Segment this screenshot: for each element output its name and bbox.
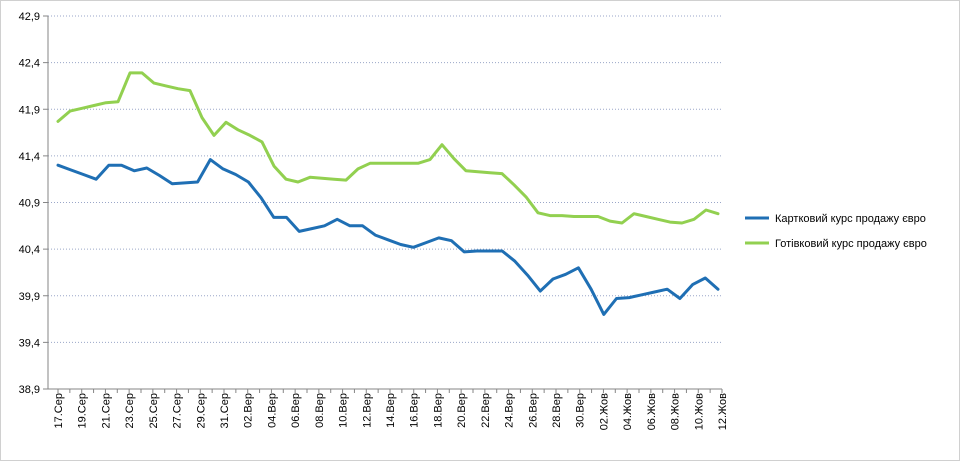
y-tick-label: 38,9 [19, 384, 40, 396]
x-tick-label: 18.Вер [432, 393, 444, 428]
x-tick-label: 02.Вер [243, 393, 255, 428]
x-tick-label: 12.Вер [361, 393, 373, 428]
x-tick-label: 08.Вер [314, 393, 326, 428]
gridlines [48, 15, 722, 343]
legend-label: Готівковий курс продажу євро [775, 238, 927, 250]
x-tick-label: 26.Вер [527, 393, 539, 428]
series-line-1 [56, 158, 720, 316]
y-tick-label: 39,4 [19, 337, 40, 349]
legend-label: Картковий курс продажу євро [775, 213, 926, 225]
x-tick-label: 06.Жов [646, 393, 658, 430]
y-tick-label: 41,9 [19, 104, 40, 116]
x-tick-label: 04.Жов [622, 393, 634, 430]
y-tick-label: 40,9 [19, 198, 40, 210]
x-tick-label: 25.Сер [148, 393, 160, 428]
y-tick-label: 41,4 [19, 151, 40, 163]
x-tick-label: 30.Вер [575, 393, 587, 428]
x-tick-label: 22.Вер [480, 393, 492, 428]
x-tick-label: 04.Вер [266, 393, 278, 428]
y-tick-label: 40,4 [19, 244, 40, 256]
x-tick-label: 27.Сер [172, 393, 184, 428]
series-line-2 [56, 71, 720, 225]
y-tick-label: 42,9 [19, 11, 40, 23]
x-tick-label: 12.Жов [717, 393, 729, 430]
legend: Картковий курс продажу євро Готівковий ку… [745, 213, 927, 250]
x-tick-label: 10.Вер [338, 393, 350, 428]
series-lines [56, 71, 720, 316]
y-tick-label: 42,4 [19, 58, 40, 70]
x-tick-label: 02.Жов [598, 393, 610, 430]
x-tick-label: 06.Вер [290, 393, 302, 428]
x-tick-label: 17.Сер [53, 393, 65, 428]
y-tick-label: 39,9 [19, 291, 40, 303]
x-tick-label: 23.Сер [124, 393, 136, 428]
x-tick-label: 14.Вер [385, 393, 397, 428]
y-axis-ticks: 38,9 39,4 39,9 40,4 40,9 41,4 41,9 42,4 42,9 [19, 11, 48, 396]
x-axis-ticks: 17.Сер 19.Сер 21.Сер 23.Сер 25.Сер 27.Сер 29.С… [53, 389, 729, 430]
x-tick-label: 19.Сер [77, 393, 89, 428]
x-tick-label: 16.Вер [409, 393, 421, 428]
x-tick-label: 20.Вер [456, 393, 468, 428]
x-tick-label: 21.Сер [100, 393, 112, 428]
x-tick-label: 10.Жов [693, 393, 705, 430]
x-tick-label: 24.Вер [504, 393, 516, 428]
x-tick-label: 08.Жов [670, 393, 682, 430]
x-tick-label: 29.Сер [195, 393, 207, 428]
x-tick-label: 31.Сер [219, 393, 231, 428]
x-tick-label: 28.Вер [551, 393, 563, 428]
